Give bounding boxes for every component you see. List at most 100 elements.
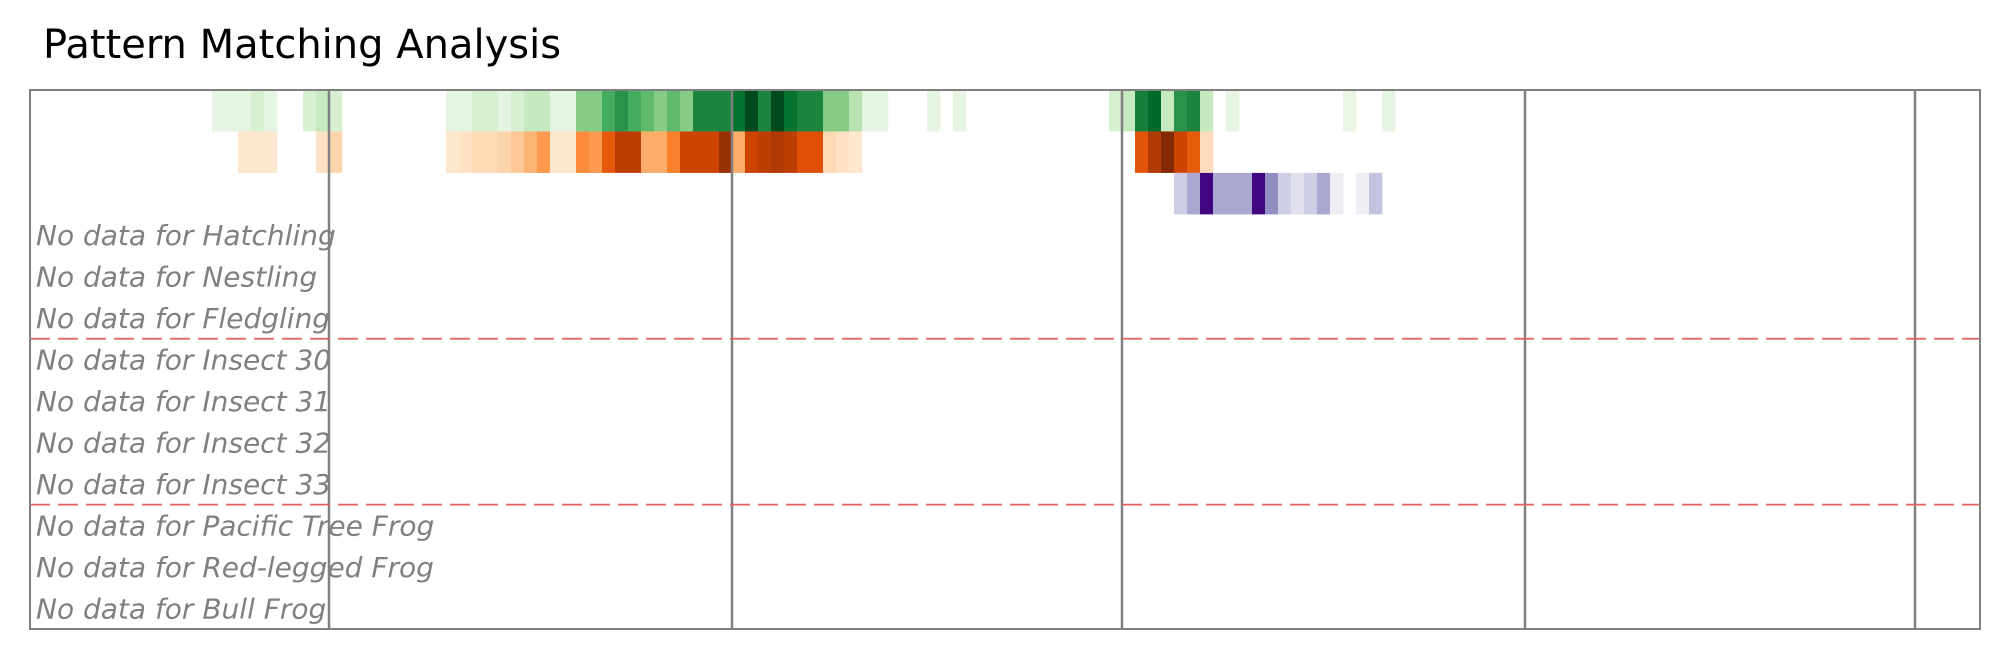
heatmap-cell bbox=[953, 90, 967, 132]
heatmap-cell bbox=[550, 131, 564, 173]
heatmap-cell bbox=[797, 131, 811, 173]
heatmap-cell bbox=[1356, 172, 1370, 215]
heatmap-cell bbox=[1291, 172, 1305, 215]
heatmap-cell bbox=[797, 90, 811, 132]
heatmap-cell bbox=[238, 131, 252, 173]
heatmap-cell bbox=[771, 90, 785, 132]
heatmap-cell bbox=[1252, 172, 1266, 215]
heatmap-cell bbox=[576, 90, 590, 132]
heatmap-cell bbox=[1122, 90, 1136, 132]
heatmap-cell bbox=[1148, 131, 1162, 173]
heatmap-cell bbox=[1187, 172, 1201, 215]
heatmap-cell bbox=[563, 90, 577, 132]
heatmap-cell bbox=[875, 90, 889, 132]
heatmap-cell bbox=[771, 131, 785, 173]
heatmap-cell bbox=[628, 131, 642, 173]
heatmap-cell bbox=[1174, 131, 1188, 173]
heatmap-cell bbox=[758, 90, 772, 132]
heatmap-cell bbox=[693, 90, 707, 132]
heatmap-cell bbox=[1200, 172, 1214, 215]
heatmap-cell bbox=[563, 131, 577, 173]
heatmap-cell bbox=[251, 131, 265, 173]
heatmap-cell bbox=[1239, 172, 1253, 215]
heatmap-cell bbox=[329, 90, 343, 132]
heatmap-cell bbox=[303, 90, 317, 132]
heatmap-cell bbox=[1135, 90, 1149, 132]
heatmap-cell bbox=[706, 90, 720, 132]
heatmap-cell bbox=[823, 131, 837, 173]
heatmap-cell bbox=[810, 90, 824, 132]
heatmap-cell bbox=[1109, 90, 1123, 132]
heatmap-cell bbox=[758, 131, 772, 173]
no-data-label: No data for Bull Frog bbox=[36, 592, 326, 625]
heatmap-cell bbox=[459, 90, 473, 132]
heatmap-cell bbox=[485, 90, 499, 132]
heatmap-cell bbox=[849, 90, 863, 132]
heatmap-cell bbox=[472, 90, 486, 132]
heatmap-cell bbox=[784, 131, 798, 173]
heatmap-cell bbox=[641, 131, 655, 173]
no-data-label: No data for Fledgling bbox=[36, 302, 330, 335]
heatmap-cell bbox=[316, 131, 330, 173]
heatmap-cell bbox=[667, 131, 681, 173]
no-data-label: No data for Insect 31 bbox=[36, 385, 331, 418]
heatmap-cell bbox=[472, 131, 486, 173]
heatmap-cell bbox=[1148, 90, 1162, 132]
heatmap-cell bbox=[1161, 90, 1175, 132]
no-data-label: No data for Insect 32 bbox=[36, 426, 331, 459]
heatmap-cell bbox=[212, 90, 226, 132]
heatmap-cell bbox=[576, 131, 590, 173]
heatmap-cell bbox=[1304, 172, 1318, 215]
heatmap-cell bbox=[693, 131, 707, 173]
heatmap-cell bbox=[602, 131, 616, 173]
heatmap-cell bbox=[1343, 90, 1357, 132]
heatmap-cell bbox=[1226, 90, 1240, 132]
heatmap-cell bbox=[862, 90, 876, 132]
heatmap-cell bbox=[628, 90, 642, 132]
heatmap-cell bbox=[1317, 172, 1331, 215]
heatmap-cell bbox=[537, 131, 551, 173]
heatmap-cell bbox=[615, 131, 629, 173]
heatmap-cell bbox=[1278, 172, 1292, 215]
heatmap-cell bbox=[524, 131, 538, 173]
heatmap-cell bbox=[732, 131, 746, 173]
heatmap-cell bbox=[589, 131, 603, 173]
heatmap-cell bbox=[654, 131, 668, 173]
heatmap-cell bbox=[615, 90, 629, 132]
heatmap-cell bbox=[1161, 131, 1175, 173]
heatmap-cell bbox=[849, 131, 863, 173]
heatmap-cell bbox=[589, 90, 603, 132]
heatmap-cell bbox=[225, 90, 239, 132]
chart-title: Pattern Matching Analysis bbox=[43, 22, 562, 68]
heatmap-cell bbox=[745, 90, 759, 132]
heatmap-cell bbox=[524, 90, 538, 132]
heatmap-cell bbox=[719, 90, 733, 132]
heatmap-cell bbox=[654, 90, 668, 132]
heatmap-cell bbox=[1226, 172, 1240, 215]
heatmap-cell bbox=[706, 131, 720, 173]
heatmap-cell bbox=[264, 131, 278, 173]
heatmap-cell bbox=[316, 90, 330, 132]
heatmap-cell bbox=[810, 131, 824, 173]
heatmap-cell bbox=[732, 90, 746, 132]
heatmap-cell bbox=[1200, 131, 1214, 173]
heatmap-cell bbox=[745, 131, 759, 173]
no-data-label: No data for Hatchling bbox=[36, 219, 336, 252]
no-data-label: No data for Insect 30 bbox=[36, 344, 331, 377]
heatmap-cell bbox=[680, 131, 694, 173]
no-data-label: No data for Nestling bbox=[36, 261, 317, 294]
heatmap-cell bbox=[641, 90, 655, 132]
heatmap-cell bbox=[498, 90, 512, 132]
plot-frame bbox=[29, 89, 1981, 630]
heatmap-cell bbox=[836, 90, 850, 132]
heatmap-cell bbox=[602, 90, 616, 132]
heatmap-cell bbox=[498, 131, 512, 173]
heatmap-cell bbox=[823, 90, 837, 132]
heatmap-cell bbox=[251, 90, 265, 132]
heatmap-cell bbox=[1330, 172, 1344, 215]
heatmap-cell bbox=[1187, 131, 1201, 173]
heatmap-cell bbox=[1382, 90, 1396, 132]
heatmap-cell bbox=[537, 90, 551, 132]
heatmap-cell bbox=[1174, 172, 1188, 215]
heatmap-cell bbox=[667, 90, 681, 132]
